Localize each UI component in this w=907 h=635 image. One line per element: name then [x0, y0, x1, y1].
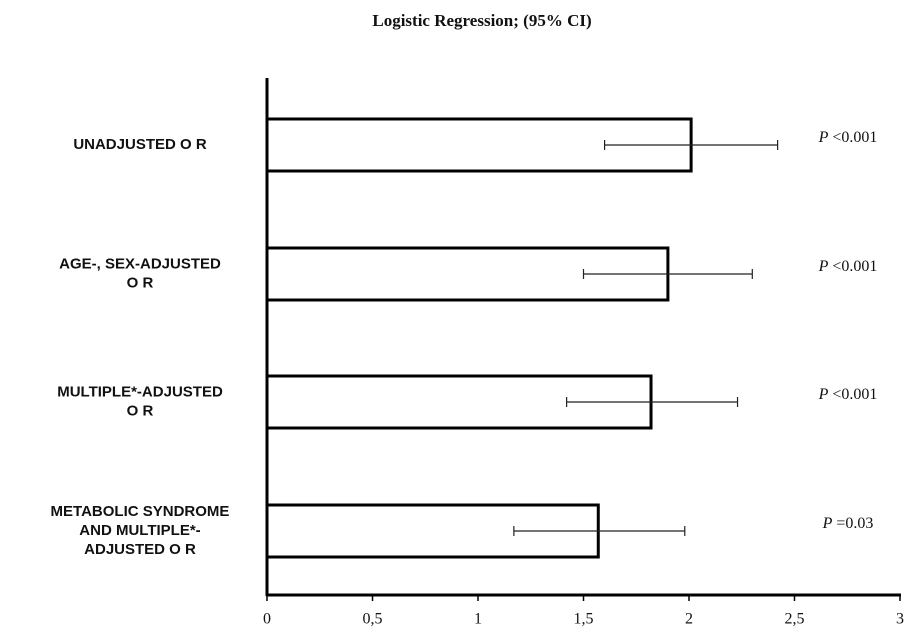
chart-title: Logistic Regression; (95% CI)	[372, 11, 591, 30]
x-tick-label: 1	[474, 611, 482, 628]
p-symbol: P	[822, 515, 833, 532]
p-text: <0.001	[832, 386, 877, 403]
x-tick-label: 2,5	[785, 611, 805, 628]
p-text: <0.001	[832, 129, 877, 146]
category-label: METABOLIC SYNDROME AND MULTIPLE*-ADJUSTED…	[51, 503, 230, 558]
error-bar	[604, 140, 779, 150]
p-value-label: P <0.001	[818, 258, 878, 275]
error-bar	[582, 269, 753, 279]
category-label: MULTIPLE*-ADJUSTED O R	[57, 383, 223, 419]
p-symbol: P	[818, 258, 829, 275]
error-bar	[566, 397, 739, 407]
x-tick-label: 0	[263, 611, 271, 628]
error-bar	[513, 526, 686, 536]
p-symbol: P	[818, 386, 829, 403]
category-label: UNADJUSTED O R	[73, 136, 207, 153]
x-tick-label: 2	[685, 611, 693, 628]
p-value-label: P =0.03	[822, 515, 874, 532]
x-tick-label: 1,5	[574, 611, 594, 628]
p-value-label: P <0.001	[818, 129, 878, 146]
p-value-label: P <0.001	[818, 386, 878, 403]
x-tick-label: 3	[896, 611, 904, 628]
p-text: <0.001	[832, 258, 877, 275]
x-tick-label: 0,5	[363, 611, 383, 628]
category-label: AGE-, SEX-ADJUSTED O R	[59, 255, 221, 291]
p-text: =0.03	[836, 515, 873, 532]
p-symbol: P	[818, 129, 829, 146]
